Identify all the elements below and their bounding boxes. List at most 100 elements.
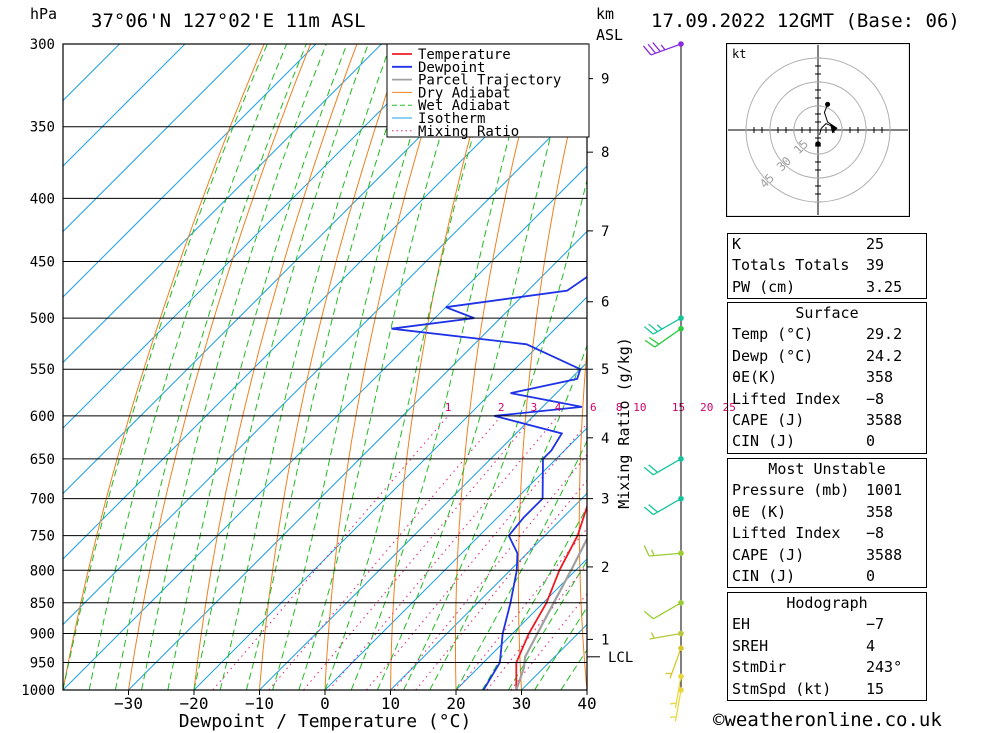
wind-barb [649,630,684,640]
pressure-tick-label: 550 [30,362,55,378]
pressure-tick-label: 500 [30,311,55,327]
isotherm-line [63,44,186,167]
x-tick-label: 40 [577,694,596,713]
row-label: PW (cm) [732,277,796,296]
row-label: Lifted Index [732,389,841,408]
row-label: CAPE (J) [732,545,805,564]
mixing-ratio-line [303,415,535,690]
pressure-tick-label: 450 [30,255,55,271]
table-row: CIN (J) 0 [728,431,926,452]
legend-entry: Temperature [418,47,511,63]
pressure-tick-label: 700 [30,492,55,508]
wind-barb [643,456,684,476]
row-value: 3.25 [866,277,903,296]
isotherm-line [324,427,587,690]
mixing-ratio-line [328,415,559,690]
surface-title: Surface [795,304,859,322]
hodograph-ring [793,105,843,155]
dry-adiabat-line [324,44,451,690]
table-row: θE(K) 358 [728,367,926,388]
wind-barb-column [642,41,684,722]
wet-adiabat-line [63,44,268,690]
wet-adiabat-line [376,44,575,690]
isotherm-line [63,165,587,690]
row-label: CIN (J) [732,566,796,585]
x-tick-label: −20 [180,694,209,713]
legend-entry: Dewpoint [418,60,485,76]
km-tick-label: 6 [601,295,609,311]
x-tick-label: 0 [320,694,330,713]
wind-barb [643,599,684,620]
row-label: SREH [732,636,769,655]
km-tick-label: 5 [601,362,609,378]
isotherm-line [390,492,587,690]
indices-table: K 25 Totals Totals 39 PW (cm) 3.25 [727,233,927,300]
legend-box [386,43,590,138]
wind-barb [643,315,684,335]
units-km: km [596,5,615,23]
km-tick-label: 1 [601,632,609,648]
row-label: CIN (J) [732,432,796,451]
wet-adiabat-line [298,44,469,690]
x-tick-label: −10 [245,694,274,713]
row-value: −8 [866,389,885,408]
table-row: SREH 4 [728,636,926,657]
row-label: Pressure (mb) [732,481,850,500]
table-row: Dewp (°C) 24.2 [728,346,926,367]
units-hpa: hPa [30,5,58,23]
row-label: StmDir [732,658,787,677]
dry-adiabat-line [517,50,587,690]
table-row: Lifted Index −8 [728,523,926,544]
wet-adiabat-line [193,44,369,690]
parcel-trajectory-series-line [515,536,587,690]
mixing-ratio-label: 4 [555,401,562,414]
pressure-tick-label: 650 [30,452,55,468]
row-label: StmSpd (kt) [732,679,832,698]
pressure-tick-label: 950 [30,655,55,671]
dry-adiabat-line [390,44,497,690]
lcl-label: LCL [608,650,633,666]
pressure-tick-label: 750 [30,529,55,545]
isotherm-line [259,361,587,690]
row-value: −7 [866,615,885,634]
wet-adiabat-line [534,606,587,690]
pressure-tick-label: 900 [30,626,55,642]
most-unstable-table: Most Unstable Pressure (mb) 1001 θE (K) 358… [727,458,927,589]
table-row: StmSpd (kt) 15 [728,679,926,700]
mixing-ratio-label: 15 [672,401,685,414]
mixing-ratio-label: 6 [590,401,597,414]
isotherm-line [63,44,120,102]
legend-entry: Parcel Trajectory [418,73,561,89]
row-label: Totals Totals [732,256,850,275]
row-label: CAPE (J) [732,410,805,429]
x-tick-label: −30 [114,694,143,713]
wind-barb [669,673,684,709]
surface-table: Surface Temp (°C) 29.2 Dewp (°C) 24.2 θE(K) 3… [727,302,927,454]
legend-entry: Mixing Ratio [418,124,519,140]
table-row: Totals Totals 39 [728,255,926,276]
wind-barb [642,41,684,56]
isotherm-line [128,230,587,690]
hodograph-trace-end [825,101,831,107]
copyright-link[interactable]: ©weatheronline.co.uk [713,709,942,731]
table-row: Lifted Index −8 [728,389,926,410]
mixing-ratio-line [366,422,587,690]
row-value: 15 [866,679,885,698]
isotherm-line [63,44,579,560]
isotherm-line [63,44,513,495]
legend-entry: Isotherm [418,111,485,127]
x-axis-label: Dewpoint / Temperature (°C) [179,711,472,732]
location-title: 37°06'N 127°02'E 11m ASL [91,10,366,32]
pressure-tick-label: 400 [30,191,55,207]
wind-barb [665,645,684,679]
dry-adiabat-line [63,44,265,690]
row-value: 0 [866,432,876,451]
mixing-ratio-label: 25 [723,401,736,414]
plot-frame [62,43,588,691]
row-label: θE(K) [732,368,778,387]
hodograph-arrow-icon [830,124,838,134]
row-value: 24.2 [866,346,903,365]
